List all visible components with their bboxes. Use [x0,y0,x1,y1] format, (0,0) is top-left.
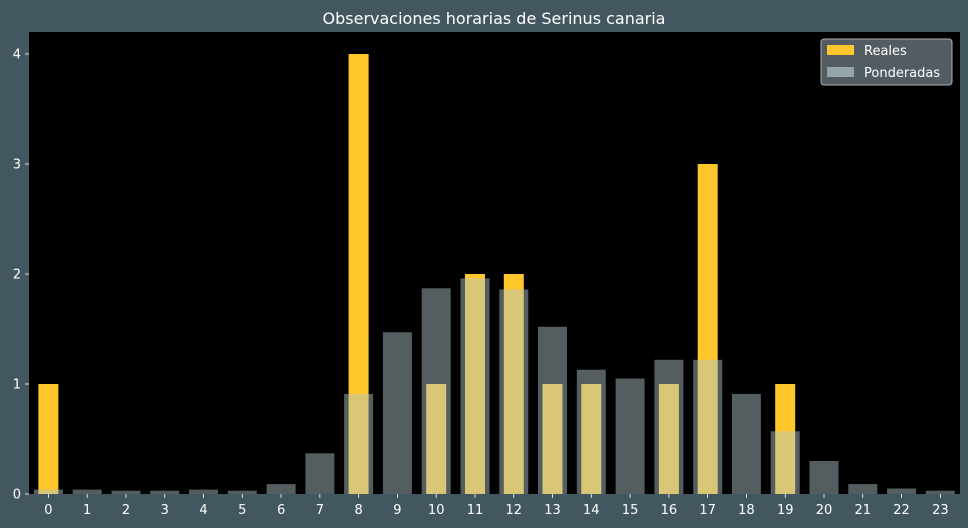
x-tick-label: 20 [816,503,833,518]
legend-label-reales: Reales [864,44,907,59]
bar-ponderadas-14 [576,369,606,494]
x-tick-label: 0 [44,503,52,518]
bar-ponderadas-20 [809,461,839,494]
bar-reales-0 [38,384,59,494]
bar-ponderadas-18 [731,393,761,494]
bar-reales-11 [465,274,485,494]
x-tick-label: 14 [583,503,600,518]
bar-ponderadas-10 [421,288,451,494]
bar-reales-16 [658,384,679,494]
x-tick-label: 10 [428,503,445,518]
x-tick-label: 3 [161,503,169,518]
legend: Reales Ponderadas [820,38,953,86]
x-tick-label: 6 [277,503,285,518]
x-tick-label: 17 [699,503,716,518]
x-tick-label: 15 [622,503,639,518]
x-tick-label: 18 [738,503,755,518]
x-tick-label: 19 [777,503,794,518]
x-tick-label: 2 [122,503,130,518]
bar-reales-14 [581,384,602,494]
bar-ponderadas-17 [693,359,723,494]
x-tick-label: 11 [467,503,484,518]
bar-ponderadas-22 [887,488,917,494]
plot-area [29,32,960,494]
axes-layer: 0 1 2 3 4 5 6 7 8 9 10 11 12 13 14 15 16 17 18 19 20 21 22 2301… [13,48,949,519]
bar-ponderadas-16 [654,359,684,494]
y-tick-label: 3 [13,158,21,173]
bar-ponderadas-19 [770,431,800,494]
x-tick-label: 5 [238,503,246,518]
x-tick-label: 4 [199,503,207,518]
bar-ponderadas-5 [227,490,257,494]
legend-label-ponderadas: Ponderadas [864,66,940,81]
bar-ponderadas-7 [305,453,335,494]
bar-reales-17 [697,164,718,494]
x-tick-label: 16 [661,503,678,518]
x-tick-label: 22 [893,503,910,518]
x-tick-label: 13 [544,503,561,518]
bar-ponderadas-4 [189,489,218,494]
bar-reales-13 [542,384,563,494]
bar-ponderadas-13 [538,326,567,494]
bar-ponderadas-23 [925,490,955,494]
x-tick-label: 1 [83,503,91,518]
bar-ponderadas-3 [150,490,180,494]
bar-reales-10 [426,384,447,494]
x-tick-label: 23 [932,503,949,518]
x-tick-label: 8 [354,503,362,518]
bar-reales-19 [775,384,796,494]
y-tick-label: 1 [13,378,21,393]
x-tick-label: 7 [316,503,324,518]
x-tick-label: 9 [393,503,401,518]
bar-ponderadas-12 [499,289,529,494]
y-tick-label: 2 [13,268,21,283]
bar-ponderadas-11 [460,278,490,494]
bar-ponderadas-2 [111,490,141,494]
bar-reales-12 [503,274,524,494]
bar-ponderadas-1 [72,489,102,494]
x-tick-label: 12 [505,503,522,518]
bar-ponderadas-21 [848,484,878,494]
chart-title: Observaciones horarias de Serinus canari… [323,9,666,28]
bar-reales-8 [348,54,369,494]
bar-ponderadas-9 [382,332,412,494]
x-tick-label: 21 [855,503,872,518]
y-tick-label: 0 [13,488,21,503]
y-tick-label: 4 [13,48,21,63]
bar-ponderadas-8 [344,393,374,494]
bar-ponderadas-6 [266,484,296,494]
legend-swatch-ponderadas [827,67,854,77]
bar-ponderadas-0 [33,489,63,494]
legend-swatch-reales [827,45,854,55]
bars-layer [33,54,955,494]
bar-ponderadas-15 [615,378,645,494]
